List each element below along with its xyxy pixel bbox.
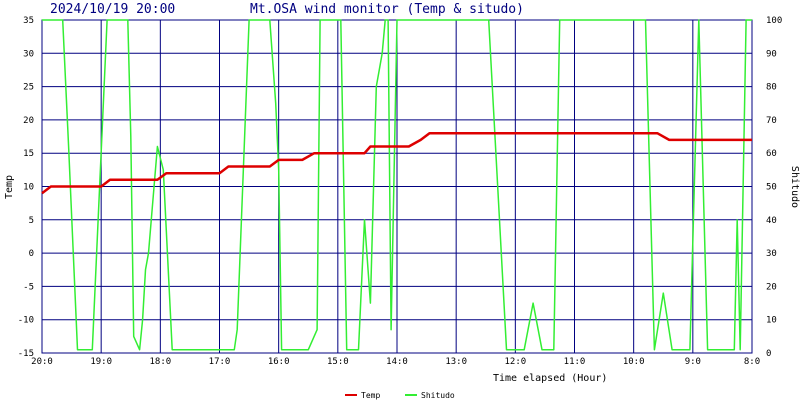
- y-left-tick-label: 15: [23, 149, 34, 159]
- x-tick-label: 9:0: [685, 357, 701, 367]
- x-tick-label: 12:0: [504, 357, 526, 367]
- x-tick-label: 16:0: [268, 357, 290, 367]
- x-tick-label: 18:0: [149, 357, 171, 367]
- y-axis-label-left: Temp: [4, 175, 15, 199]
- y-left-tick-label: 25: [23, 83, 34, 93]
- y-right-tick-label: 20: [766, 282, 777, 292]
- x-tick-label: 20:0: [31, 357, 53, 367]
- y-left-tick-label: -5: [23, 282, 34, 292]
- x-tick-label: 13:0: [445, 357, 467, 367]
- tick-labels: 20:0 19:0 18:0 17:0 16:0 15:0 14:0 13:0 12:0 11:0…: [18, 16, 783, 367]
- y-right-tick-label: 60: [766, 149, 777, 159]
- header-datetime: 2024/10/19 20:00: [50, 2, 175, 17]
- y-right-tick-label: 30: [766, 249, 777, 259]
- y-right-tick-label: 40: [766, 216, 777, 226]
- y-left-tick-label: 20: [23, 116, 34, 126]
- y-left-tick-label: 5: [29, 216, 34, 226]
- y-right-tick-label: 10: [766, 316, 777, 326]
- y-right-tick-label: 90: [766, 49, 777, 59]
- y-axis-label-right: Shitudo: [789, 166, 800, 208]
- x-axis-label: Time elapsed (Hour): [493, 373, 607, 384]
- series-line-temp: [41, 131, 752, 195]
- grid: [42, 20, 752, 353]
- y-left-tick-label: 30: [23, 49, 34, 59]
- legend: Temp Shitudo: [345, 391, 455, 400]
- y-left-tick-label: -10: [18, 316, 34, 326]
- y-left-tick-label: 35: [23, 16, 34, 26]
- x-tick-label: 15:0: [327, 357, 349, 367]
- y-right-tick-label: 50: [766, 183, 777, 193]
- y-left-tick-label: 10: [23, 183, 34, 193]
- y-left-tick-label: 0: [29, 249, 34, 259]
- y-right-tick-label: 80: [766, 83, 777, 93]
- series-layer: [41, 19, 752, 351]
- x-tick-label: 11:0: [564, 357, 586, 367]
- x-tick-label: 17:0: [209, 357, 231, 367]
- legend-label-temp: Temp: [361, 391, 380, 400]
- y-right-tick-label: 100: [766, 16, 782, 26]
- y-right-tick-label: 70: [766, 116, 777, 126]
- y-left-tick-label: -15: [18, 349, 34, 359]
- chart-title: Mt.OSA wind monitor (Temp & situdo): [250, 2, 524, 17]
- series-line-shitudo: [42, 19, 752, 351]
- y-right-tick-label: 0: [766, 349, 771, 359]
- x-tick-label: 19:0: [90, 357, 112, 367]
- legend-label-shitudo: Shitudo: [421, 391, 455, 400]
- x-tick-label: 10:0: [623, 357, 645, 367]
- x-tick-label: 8:0: [744, 357, 760, 367]
- x-tick-label: 14:0: [386, 357, 408, 367]
